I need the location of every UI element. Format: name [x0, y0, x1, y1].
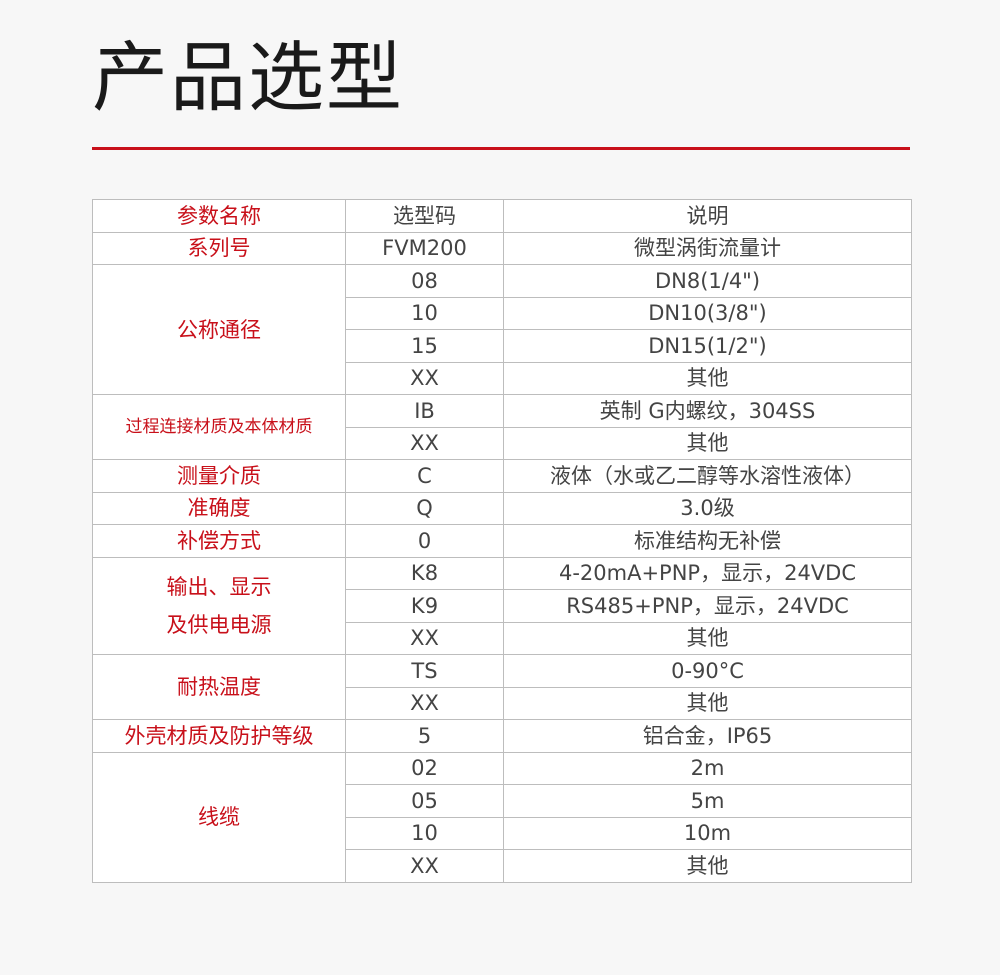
code-cell: XX [345, 686, 504, 720]
code-cell: 0 [345, 524, 504, 558]
desc-cell: 其他 [503, 849, 912, 883]
table-row: 测量介质 C 液体（水或乙二醇等水溶性液体） [92, 459, 912, 493]
code-cell: K9 [345, 589, 504, 623]
desc-cell: 微型涡街流量计 [503, 231, 912, 265]
table-row: 补偿方式 0 标准结构无补偿 [92, 524, 912, 558]
param-name-cell: 外壳材质及防护等级 [92, 719, 346, 753]
table-row: K9 RS485+PNP，显示，24VDC [93, 589, 912, 623]
table-row: XX 其他 [93, 686, 912, 720]
desc-cell: 标准结构无补偿 [503, 524, 912, 558]
param-name-cell: 准确度 [92, 491, 346, 525]
code-cell: IB [345, 394, 504, 428]
code-cell: FVM200 [345, 231, 504, 265]
desc-cell: DN8(1/4") [503, 264, 912, 298]
table-row: 公称通径 08 DN8(1/4") [92, 264, 912, 395]
code-cell: 10 [345, 296, 504, 330]
title-divider [92, 147, 910, 150]
code-cell: XX [345, 361, 504, 395]
code-cell: 08 [345, 264, 504, 298]
table-row: 准确度 Q 3.0级 [92, 491, 912, 525]
table-row: 耐热温度 TS 0-90°C [92, 654, 912, 720]
param-name-cell: 线缆 [92, 751, 346, 883]
code-cell: 15 [345, 329, 504, 363]
code-cell: 10 [345, 816, 504, 850]
desc-cell: 3.0级 [503, 491, 912, 525]
desc-cell: 5m [503, 784, 912, 818]
desc-cell: 其他 [503, 361, 912, 395]
table-row: 外壳材质及防护等级 5 铝合金，IP65 [92, 719, 912, 753]
desc-cell: 4-20mA+PNP，显示，24VDC [503, 556, 912, 590]
param-name-cell: 耐热温度 [92, 654, 346, 720]
table-row: XX 其他 [93, 361, 912, 395]
table-row: 输出、显示 及供电电源 K8 4-20mA+PNP，显示，24VDC [92, 556, 912, 655]
table-row: XX 其他 [93, 849, 912, 883]
selection-table: 参数名称 选型码 说明 系列号 FVM200 微型涡街流量计 公称通径 08 DN8(1/… [92, 199, 912, 883]
param-name-cell: 过程连接材质及本体材质 [92, 394, 346, 460]
desc-cell: DN10(3/8") [503, 296, 912, 330]
code-cell: 5 [345, 719, 504, 753]
table-row: XX 其他 [93, 426, 912, 460]
desc-cell: 其他 [503, 686, 912, 720]
param-name-cell: 补偿方式 [92, 524, 346, 558]
param-name-cell: 系列号 [92, 231, 346, 265]
code-cell: 05 [345, 784, 504, 818]
desc-cell: 2m [503, 751, 912, 785]
desc-cell: 液体（水或乙二醇等水溶性液体） [503, 459, 912, 493]
code-cell: TS [345, 654, 504, 688]
code-cell: XX [345, 426, 504, 460]
table-row: 15 DN15(1/2") [93, 329, 912, 363]
header-param: 参数名称 [92, 199, 346, 233]
desc-cell: 10m [503, 816, 912, 850]
header-code: 选型码 [345, 199, 504, 233]
desc-cell: 其他 [503, 426, 912, 460]
desc-cell: DN15(1/2") [503, 329, 912, 363]
param-name-cell: 公称通径 [92, 264, 346, 395]
page-title: 产品选型 [92, 33, 404, 122]
desc-cell: 铝合金，IP65 [503, 719, 912, 753]
table-row: 系列号 FVM200 微型涡街流量计 [92, 231, 912, 265]
table-row: 线缆 02 2m [92, 751, 912, 883]
table-row: 过程连接材质及本体材质 IB 英制 G内螺纹，304SS [92, 394, 912, 460]
desc-cell: 其他 [503, 621, 912, 655]
param-name-cell: 测量介质 [92, 459, 346, 493]
code-cell: C [345, 459, 504, 493]
table-row: 05 5m [93, 784, 912, 818]
code-cell: XX [345, 849, 504, 883]
code-cell: 02 [345, 751, 504, 785]
desc-cell: 0-90°C [503, 654, 912, 688]
desc-cell: RS485+PNP，显示，24VDC [503, 589, 912, 623]
table-row: XX 其他 [93, 621, 912, 655]
code-cell: K8 [345, 556, 504, 590]
table-row: 10 DN10(3/8") [93, 296, 912, 330]
code-cell: Q [345, 491, 504, 525]
table-header-row: 参数名称 选型码 说明 [92, 199, 912, 233]
code-cell: XX [345, 621, 504, 655]
header-desc: 说明 [503, 199, 912, 233]
desc-cell: 英制 G内螺纹，304SS [503, 394, 912, 428]
param-name-cell: 输出、显示 及供电电源 [92, 556, 346, 655]
